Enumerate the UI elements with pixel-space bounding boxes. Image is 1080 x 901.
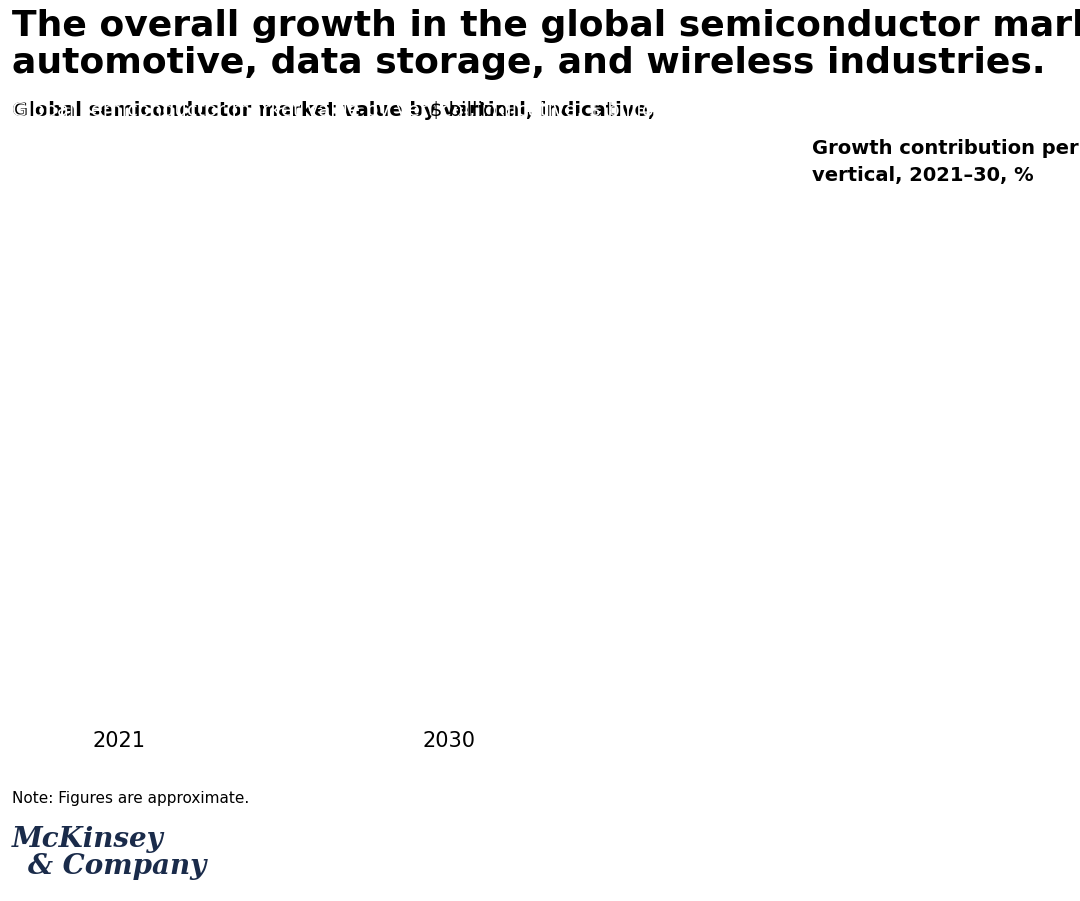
Text: 2030: 2030	[422, 731, 475, 751]
Text: Note: Figures are approximate.: Note: Figures are approximate.	[12, 791, 249, 806]
Text: & Company: & Company	[28, 853, 206, 880]
Text: McKinsey: McKinsey	[12, 826, 164, 853]
Text: 2021: 2021	[93, 731, 146, 751]
Text: The overall growth in the global semiconductor market is driven by the: The overall growth in the global semicon…	[12, 9, 1080, 43]
Text: $ billion: $ billion	[430, 101, 508, 120]
Text: Global semiconductor market value by vertical, indicative, $ billion: Global semiconductor market value by ver…	[12, 101, 666, 120]
Text: automotive, data storage, and wireless industries.: automotive, data storage, and wireless i…	[12, 46, 1045, 80]
Text: Global semiconductor market value by vertical, indicative,: Global semiconductor market value by ver…	[12, 101, 656, 120]
Text: Growth contribution per
vertical, 2021–30, %: Growth contribution per vertical, 2021–3…	[812, 139, 1079, 185]
